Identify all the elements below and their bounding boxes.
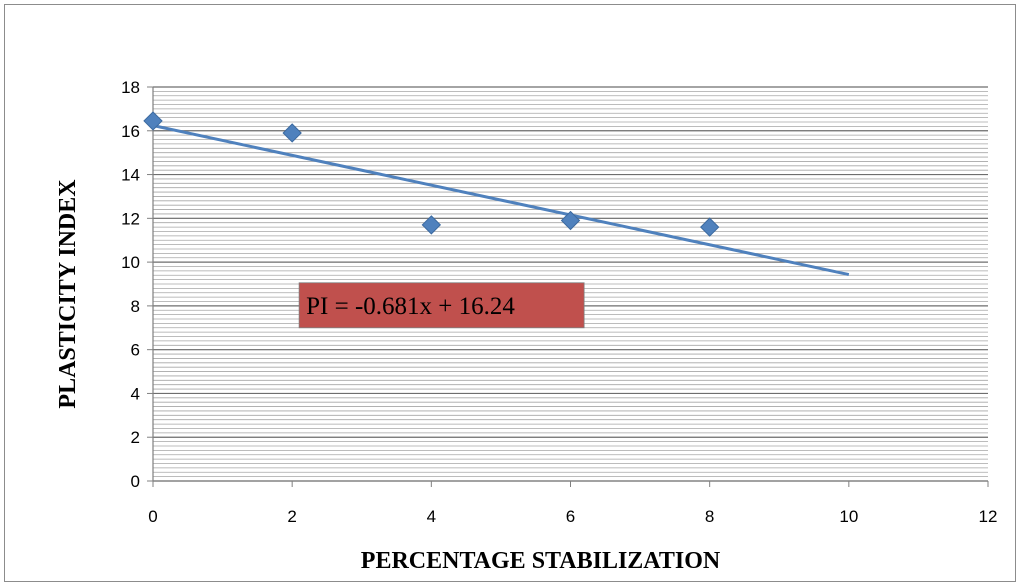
data-point (143, 111, 163, 131)
data-point (282, 123, 302, 143)
annotation-group: PI = -0.681x + 16.24 (298, 282, 585, 329)
trendline-group (152, 124, 850, 277)
x-tick-label: 10 (839, 507, 858, 526)
axes (147, 86, 989, 487)
y-tick-label: 14 (121, 166, 140, 185)
y-tick-label: 18 (121, 78, 140, 97)
y-tick-label: 8 (131, 297, 140, 316)
data-points (143, 111, 720, 237)
y-tick-label: 10 (121, 253, 140, 272)
y-tick-label: 2 (131, 428, 140, 447)
tick-labels: 0 2 4 6 8 10 12 14 16 18 0 2 4 6 8 10 12 (121, 78, 997, 526)
y-tick-label: 0 (131, 472, 140, 491)
y-axis-title: PLASTICITY INDEX (55, 179, 81, 409)
x-tick-label: 8 (705, 507, 714, 526)
equation-label: PI = -0.681x + 16.24 (306, 293, 515, 320)
x-tick-label: 0 (148, 507, 157, 526)
y-tick-label: 16 (121, 122, 140, 141)
data-point (421, 215, 442, 235)
data-point (699, 217, 720, 237)
equation-box (298, 282, 585, 329)
data-point (560, 210, 581, 231)
x-tick-label: 4 (427, 507, 436, 526)
y-tick-label: 12 (121, 209, 140, 228)
x-tick-label: 12 (979, 507, 998, 526)
trendline (152, 124, 850, 277)
y-tick-label: 4 (131, 384, 140, 403)
x-tick-label: 6 (566, 507, 575, 526)
x-axis-title: PERCENTAGE STABILIZATION (361, 548, 721, 574)
y-tick-label: 6 (131, 341, 140, 360)
x-tick-label: 2 (287, 507, 296, 526)
